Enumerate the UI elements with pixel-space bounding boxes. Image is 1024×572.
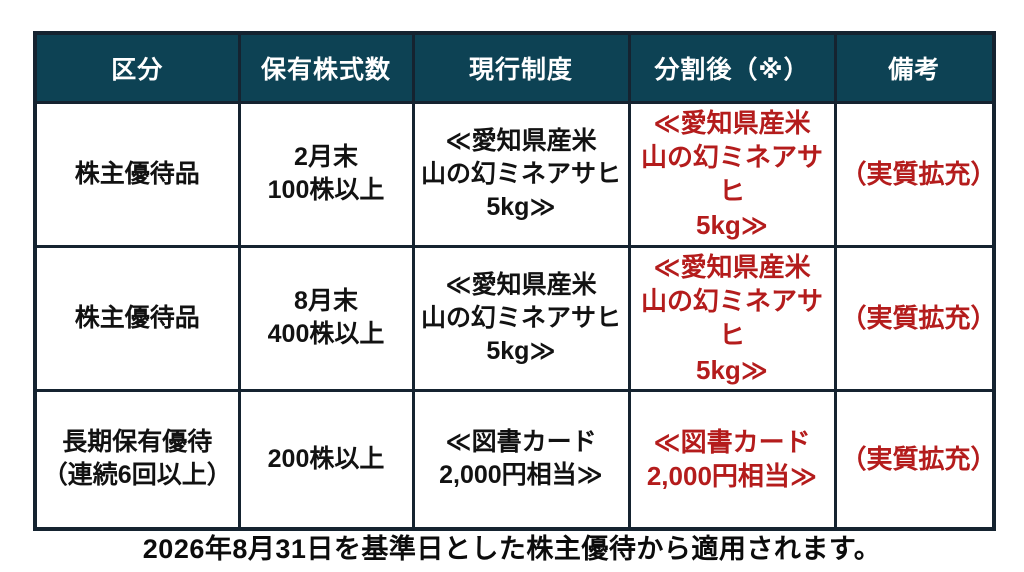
cell-remarks: （実質拡充） [833,100,997,248]
cell-current: ≪愛知県産米 山の幻ミネアサヒ 5kg≫ [411,100,631,248]
cell-category: 長期保有優待 （連続6回以上） [33,389,241,530]
cell-remarks: （実質拡充） [833,244,997,393]
table-row: 株主優待品 8月末 400株以上 ≪愛知県産米 山の幻ミネアサヒ 5kg≫ ≪愛… [33,244,997,393]
cell-after-split: ≪愛知県産米 山の幻ミネアサヒ 5kg≫ [627,100,837,248]
cell-remarks: （実質拡充） [833,389,997,530]
col-header-category: 区分 [33,31,241,104]
cell-shares: 8月末 400株以上 [237,244,415,393]
col-header-current-plan: 現行制度 [411,31,631,104]
col-header-after-split: 分割後（※） [627,31,837,104]
table-row: 株主優待品 2月末 100株以上 ≪愛知県産米 山の幻ミネアサヒ 5kg≫ ≪愛… [33,100,997,248]
cell-current: ≪愛知県産米 山の幻ミネアサヒ 5kg≫ [411,244,631,393]
cell-current: ≪図書カード 2,000円相当≫ [411,389,631,530]
effective-date-note: 2026年8月31日を基準日とした株主優待から適用されます。 [142,533,882,564]
cell-after-split: ≪図書カード 2,000円相当≫ [627,389,837,530]
cell-category: 株主優待品 [33,100,241,248]
cell-after-split: ≪愛知県産米 山の幻ミネアサヒ 5kg≫ [627,244,837,393]
col-header-shares-held: 保有株式数 [237,31,415,104]
table-header-row: 区分 保有株式数 現行制度 分割後（※） 備考 [33,31,996,104]
table-row: 長期保有優待 （連続6回以上） 200株以上 ≪図書カード 2,000円相当≫ … [33,389,997,530]
cell-shares: 2月末 100株以上 [237,100,415,248]
col-header-remarks: 備考 [833,31,996,104]
shareholder-benefits-table: 区分 保有株式数 現行制度 分割後（※） 備考 株主優待品 2月末 100株以上… [33,31,997,531]
cell-shares: 200株以上 [237,389,415,530]
cell-category: 株主優待品 [33,244,241,393]
